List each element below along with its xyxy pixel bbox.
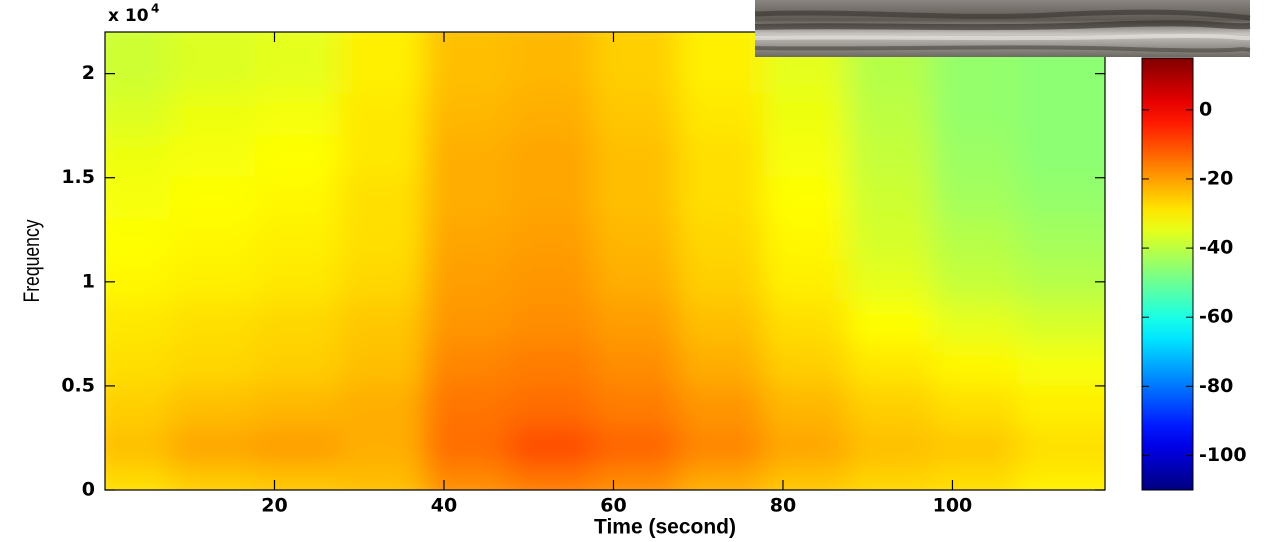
x-axis-label: Time (second)	[594, 516, 736, 539]
x-tick-label: 80	[770, 495, 796, 517]
x-tick-label: 60	[600, 495, 626, 517]
colorbar-tick-label: -60	[1199, 306, 1233, 328]
photo-streak	[754, 45, 1251, 53]
plot-frame	[104, 31, 1106, 491]
y-tick-label: 2	[82, 62, 95, 84]
photo-streak	[754, 34, 1251, 41]
y-tick-label: 1.5	[61, 166, 95, 188]
colorbar-tick-label: -80	[1199, 375, 1233, 397]
x-tick-label: 40	[431, 495, 457, 517]
x-tick-label: 100	[933, 495, 973, 517]
inset-photo	[754, 0, 1251, 57]
photo-streak	[754, 20, 1251, 31]
colorbar-axis: 0 -20 -40 -60 -80 -100	[1142, 98, 1247, 466]
colorbar-tick-label: -20	[1199, 167, 1233, 189]
spectrogram-cells	[105, 32, 1105, 490]
photo-streak	[754, 9, 1251, 21]
y-tick-label: 1	[82, 270, 95, 292]
colorbar	[1141, 57, 1194, 491]
colorbar-tick-label: -100	[1199, 444, 1247, 466]
x-tick-label: 20	[261, 495, 287, 517]
spectrogram	[105, 32, 1105, 490]
y-tick-label: 0	[82, 479, 95, 501]
y-multiplier-exponent: 4	[151, 2, 159, 16]
y-axis-label: Frequency	[20, 219, 44, 302]
y-tick-label: 0.5	[61, 374, 95, 396]
colorbar-tick-label: -40	[1199, 237, 1233, 259]
y-multiplier: x 10	[108, 6, 149, 26]
colorbar-tick-label: 0	[1199, 98, 1212, 120]
